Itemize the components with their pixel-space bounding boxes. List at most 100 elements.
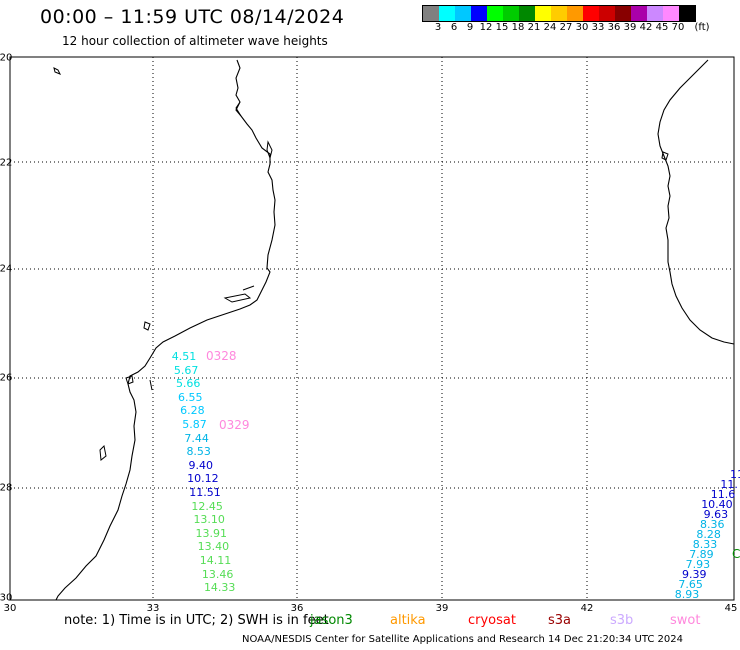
legend-label: 24 [543,22,557,33]
wave-height-label: 13.46 [201,567,234,581]
wave-height-label: 7.44 [184,431,209,445]
sat-swot: swot [670,613,701,628]
island-bazaruto [266,140,273,160]
wave-height-label: 5.87 [182,418,207,431]
map-title: 00:00 – 11:59 UTC 08/14/2024 [40,6,345,28]
legend-swatch [631,6,647,21]
wave-height-label: 12.45 [191,499,223,513]
wave-height-label: 5.67 [173,363,199,377]
wave-height-label: 13.10 [193,513,225,527]
africa-coastline [55,59,276,601]
wave-height-label: 6.55 [178,390,203,404]
sat-cryosat: cryosat [468,613,516,628]
legend-label: 3 [434,22,442,33]
inland-lake [99,444,107,461]
legend-unit: (ft) [694,22,710,33]
wave-height-label: 4.51 [171,350,197,363]
grid-lines [10,57,734,600]
inlet [223,293,252,303]
track-marker: C [732,547,740,561]
legend-swatch [455,6,471,21]
legend-swatch [551,6,567,21]
x-tick-label: 39 [435,603,449,614]
wave-height-label: 10.12 [187,472,219,486]
legend-label: 9 [466,22,474,33]
legend-label: 45 [655,22,669,33]
wave-height-label: 11.51 [189,486,221,499]
coast-detail [235,101,242,117]
x-tick-label: 33 [146,603,160,614]
wave-height-label: 7.65 [678,578,703,591]
coast-island [143,321,151,331]
wave-height-label: 9.40 [188,458,214,472]
madagascar-coastline [657,59,735,345]
wave-height-label: 11 [730,468,740,481]
x-tick-label: 36 [290,603,304,614]
legend-label: 30 [575,22,589,33]
legend-label: 36 [607,22,621,33]
legend-swatch [599,6,615,21]
legend-swatch [423,6,439,21]
wave-height-label: 11. [720,478,738,491]
wave-height-label: 8.53 [186,445,211,459]
legend-swatch [663,6,679,21]
legend-swatch [535,6,551,21]
satellite-pass-id: 0329 [219,418,250,432]
legend-swatch [583,6,599,21]
legend-label: 42 [639,22,653,33]
y-tick-label: -24 [0,263,13,275]
legend-swatch [647,6,663,21]
y-tick-label: -22 [0,157,13,169]
legend-swatch [519,6,535,21]
legend-swatch [615,6,631,21]
wave-height-label: 8.93 [674,588,700,601]
wave-height-label: 9.39 [682,568,707,581]
x-tick-label: 45 [724,603,738,614]
y-tick-label: -30 [0,592,13,604]
y-tick-label: -20 [0,52,13,64]
y-tick-label: -28 [0,482,13,494]
inland-lake-north [53,67,62,75]
wave-height-label: 10.40 [701,498,733,511]
wave-height-label: 9.63 [703,508,729,521]
color-legend [422,5,696,22]
footnote: note: 1) Time is in UTC; 2) SWH is in fe… [64,613,329,628]
sat-altika: altika [390,613,426,628]
legend-label: 12 [479,22,493,33]
legend-swatch [439,6,455,21]
legend-swatch [503,6,519,21]
satellite-pass-id: 0328 [206,349,237,363]
legend-swatch [471,6,487,21]
legend-swatch [567,6,583,21]
legend-label: 39 [623,22,637,33]
map-subtitle: 12 hour collection of altimeter wave hei… [62,34,328,48]
legend-swatch [679,6,695,21]
wave-height-label: 6.28 [180,404,205,418]
wave-height-label: 11.6 [710,488,736,501]
wave-height-label: 8.33 [692,538,718,551]
wave-height-label: 14.33 [203,581,236,595]
legend-label: 33 [591,22,605,33]
legend-label: 70 [671,22,685,33]
credit-footer: NOAA/NESDIS Center for Satellite Applica… [242,634,684,645]
sat-s3b: s3b [610,613,634,628]
y-tick-label: -26 [0,372,13,384]
wave-height-label: 5.66 [175,377,201,391]
wave-height-label: 13.40 [197,540,230,554]
legend-label: 21 [527,22,541,33]
legend-swatch [487,6,503,21]
wave-height-label: 7.89 [689,548,714,561]
legend-label: 15 [495,22,509,33]
wave-height-label: 13.91 [195,526,228,540]
map-border [9,56,735,601]
x-tick-label: 42 [580,603,594,614]
wave-height-label: 7.93 [685,558,711,571]
legend-label: 27 [559,22,573,33]
wave-height-label: 14.11 [199,554,232,567]
wave-height-label: 8.36 [700,518,725,531]
wave-height-label: 8.28 [696,528,721,541]
x-tick-label: 30 [3,603,17,614]
sat-s3a: s3a [548,613,572,628]
legend-label: 18 [511,22,525,33]
